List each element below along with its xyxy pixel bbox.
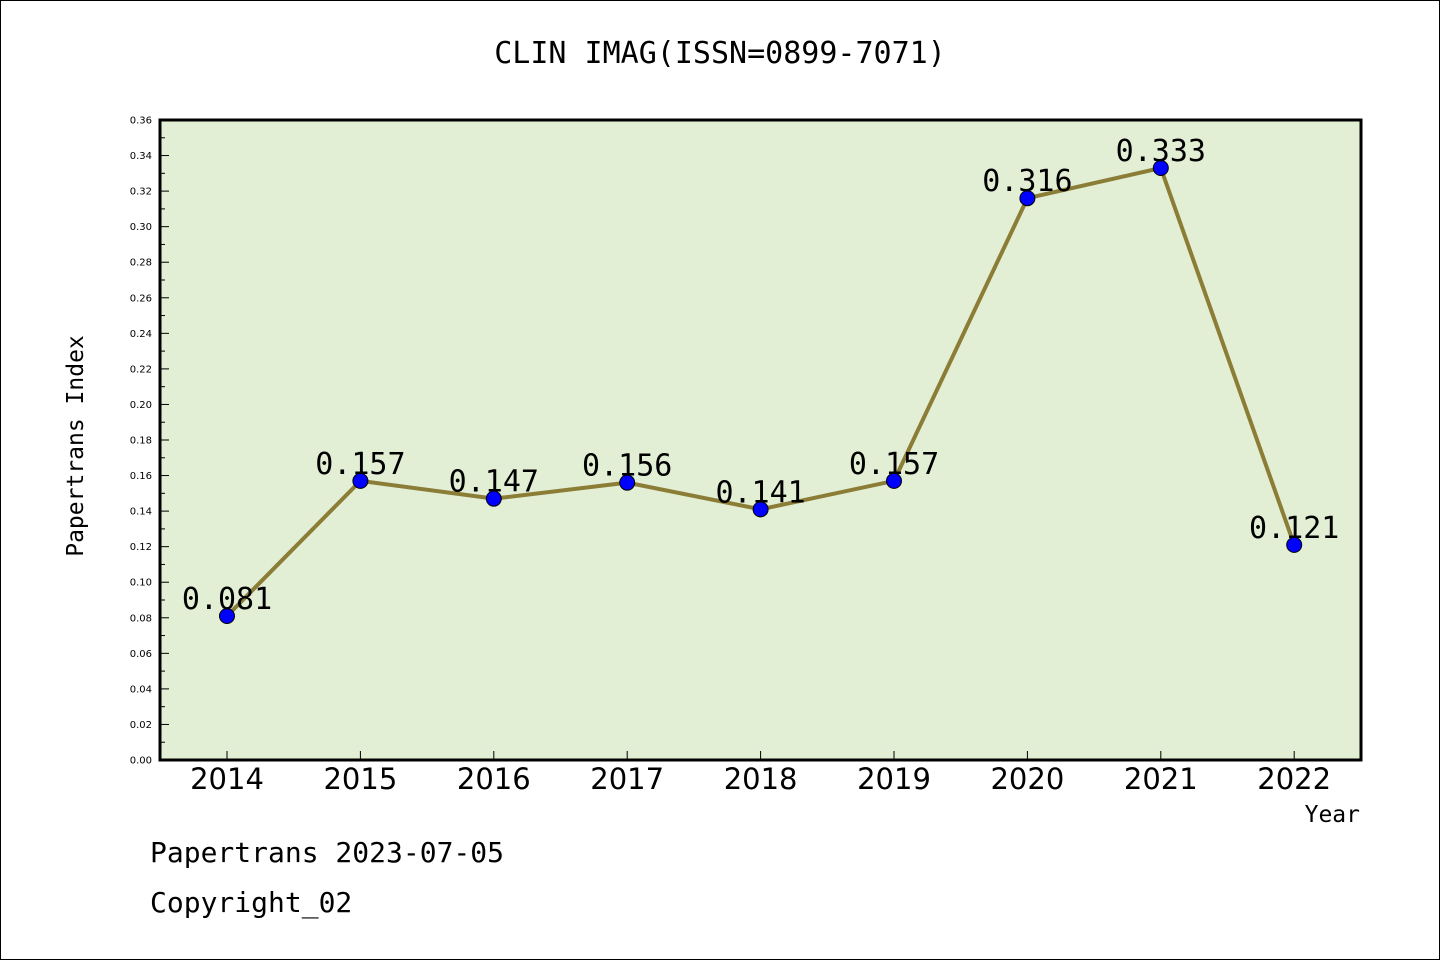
y-tick-label: 0.22	[130, 364, 152, 375]
y-tick-label: 0.16	[130, 471, 152, 482]
y-tick-label: 0.06	[130, 649, 152, 660]
x-tick-label: 2014	[190, 762, 264, 796]
x-tick-label: 2016	[457, 762, 531, 796]
x-tick-label: 2019	[857, 762, 931, 796]
data-point	[1286, 536, 1303, 553]
y-tick-label: 0.04	[130, 684, 152, 695]
y-tick-label: 0.30	[130, 222, 152, 233]
chart-title: CLIN IMAG(ISSN=0899-7071)	[494, 36, 946, 71]
y-tick-label: 0.02	[130, 720, 152, 731]
footer-date: Papertrans 2023-07-05	[150, 836, 505, 869]
data-point	[1152, 160, 1169, 176]
data-label: 0.157	[849, 447, 939, 482]
y-tick-label: 0.32	[130, 187, 152, 198]
y-tick-label: 0.34	[130, 151, 152, 162]
x-axis-label: Year	[1304, 802, 1360, 828]
y-tick-label: 0.36	[130, 116, 152, 127]
x-tick-label: 2022	[1257, 762, 1331, 796]
y-tick-label: 0.08	[130, 613, 152, 624]
y-tick-label: 0.14	[130, 507, 152, 518]
data-label: 0.147	[449, 465, 539, 500]
y-tick-label: 0.18	[130, 436, 152, 447]
data-label: 0.156	[582, 449, 672, 484]
y-tick-label: 0.20	[130, 400, 152, 411]
data-label: 0.316	[982, 164, 1072, 199]
data-point	[352, 472, 369, 489]
data-label: 0.333	[1116, 134, 1206, 169]
data-point	[219, 608, 235, 624]
data-label: 0.121	[1249, 511, 1339, 546]
x-tick-label: 2017	[590, 762, 664, 796]
y-tick-label: 0.12	[130, 542, 152, 553]
x-tick-label: 2015	[323, 762, 397, 796]
y-tick-label: 0.00	[130, 756, 152, 767]
data-point	[485, 490, 502, 507]
data-point	[1019, 190, 1036, 207]
y-tick-label: 0.28	[130, 258, 152, 269]
data-point	[619, 474, 636, 491]
x-tick-label: 2021	[1124, 762, 1198, 796]
x-tick-label: 2018	[724, 762, 798, 796]
data-labels: 0.081 0.157 0.147 0.156 0.141 0.157 0.316 0.333…	[182, 134, 1340, 617]
plot-area	[158, 118, 1363, 762]
x-axis: 2014 2015 2016 2017 2018 2019 2020 2021 2022	[190, 751, 1331, 796]
data-label: 0.081	[182, 582, 272, 617]
series-markers	[219, 160, 1303, 624]
data-label: 0.157	[315, 447, 405, 482]
footer-copyright: Copyright_02	[150, 886, 353, 919]
y-tick-label: 0.24	[130, 329, 152, 340]
y-tick-label: 0.10	[130, 578, 152, 589]
x-tick-label: 2020	[990, 762, 1064, 796]
y-axis: 0.00 0.02 0.04 0.06 0.08 0.10 0.12 0.14 0.16 0.18…	[130, 116, 169, 767]
y-tick-label: 0.26	[130, 293, 152, 304]
data-point	[752, 501, 769, 518]
data-label: 0.141	[715, 475, 805, 510]
data-point	[886, 472, 902, 489]
